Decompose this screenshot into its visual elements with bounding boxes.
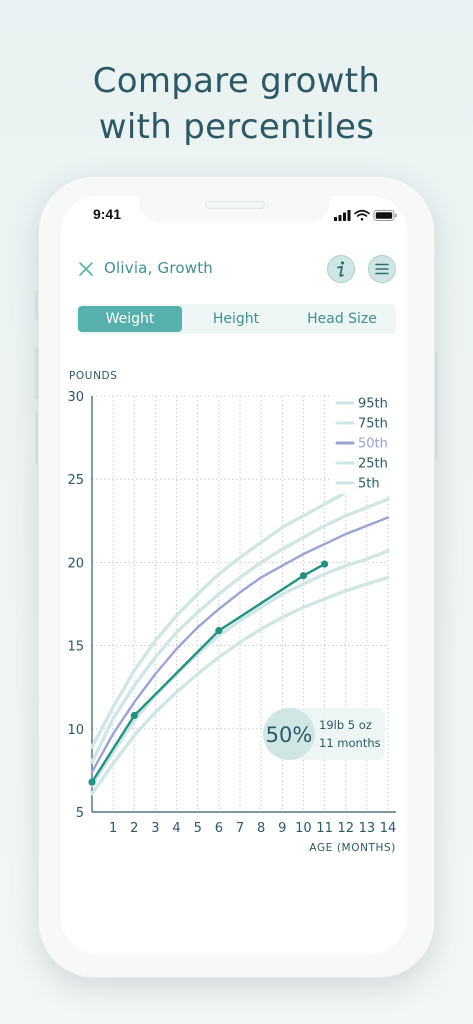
y-axis-label: POUNDS xyxy=(69,370,118,382)
legend-entry: 5th xyxy=(358,477,380,492)
growth-chart: 5 10 15 20 25 30 1 2 3 4 5 6 7 8 9 10 11 12 13 14 POUNDS AGE … xyxy=(61,360,407,864)
series-line-75th xyxy=(90,497,390,764)
legend-entry: 95th xyxy=(358,397,388,412)
x-tick-label: 6 xyxy=(215,821,223,836)
y-tick-label: 15 xyxy=(67,640,84,655)
menu-button[interactable] xyxy=(368,255,396,283)
x-tick-label: 9 xyxy=(278,821,286,836)
phone-speaker xyxy=(205,201,265,209)
x-tick-label: 7 xyxy=(236,821,244,836)
x-tick-label: 3 xyxy=(151,821,159,836)
annotation-weight: 19lb 5 oz xyxy=(319,718,372,732)
info-icon xyxy=(337,261,345,277)
headline: Compare growth with percentiles xyxy=(0,58,473,150)
x-tick-label: 4 xyxy=(172,821,180,836)
annotation-percentile: 50% xyxy=(266,723,313,747)
y-tick-label: 5 xyxy=(76,806,84,821)
y-tick-label: 30 xyxy=(67,390,84,405)
info-button[interactable] xyxy=(327,255,355,283)
phone-silent-switch xyxy=(35,290,39,320)
wifi-icon xyxy=(354,209,370,221)
x-axis-label: AGE (MONTHS) xyxy=(309,842,396,854)
tab-height[interactable]: Height xyxy=(212,311,260,327)
data-point xyxy=(320,560,329,568)
legend-entry: 75th xyxy=(358,417,388,432)
signal-icon xyxy=(334,210,351,221)
annotation-age: 11 months xyxy=(319,736,381,750)
data-point xyxy=(215,627,223,635)
menu-icon xyxy=(375,263,389,275)
y-tick-label: 10 xyxy=(67,723,84,738)
battery-icon xyxy=(373,210,397,221)
series-line-95th xyxy=(90,470,390,749)
y-tick-label: 20 xyxy=(67,556,84,571)
x-tick-label: 8 xyxy=(257,821,265,836)
x-tick-label: 11 xyxy=(316,821,333,836)
status-icons xyxy=(334,208,398,227)
series-line-25th xyxy=(90,549,390,788)
measurement-tabs: Weight Height Head Size xyxy=(76,304,396,334)
data-point xyxy=(299,572,308,580)
phone-notch xyxy=(139,196,330,222)
phone-volume-up xyxy=(35,347,39,399)
x-tick-label: 12 xyxy=(337,821,354,836)
tab-weight[interactable]: Weight xyxy=(78,306,182,332)
annotation-badge xyxy=(263,708,315,760)
phone-power-button xyxy=(434,352,438,460)
phone-volume-down xyxy=(35,412,39,464)
x-tick-label: 1 xyxy=(109,821,117,836)
series-line-5th xyxy=(90,575,390,796)
data-point xyxy=(88,778,96,786)
y-tick-label: 25 xyxy=(67,473,84,488)
legend-background xyxy=(330,390,393,494)
tab-head-size[interactable]: Head Size xyxy=(307,311,377,327)
headline-line-1: Compare growth xyxy=(92,61,381,101)
data-point xyxy=(130,711,138,720)
x-tick-label: 14 xyxy=(380,821,397,836)
series-line-50th xyxy=(90,516,390,774)
x-tick-label: 5 xyxy=(194,821,202,836)
close-button[interactable] xyxy=(78,261,94,277)
x-tick-label: 10 xyxy=(295,821,312,836)
legend-entry: 50th xyxy=(358,437,388,452)
close-icon xyxy=(79,262,93,276)
legend-entry: 25th xyxy=(358,457,388,472)
status-time: 9:41 xyxy=(92,206,122,222)
headline-line-2: with percentiles xyxy=(98,107,375,147)
x-tick-label: 13 xyxy=(359,821,376,836)
page-title: Olivia, Growth xyxy=(104,259,214,277)
x-tick-label: 2 xyxy=(130,821,138,836)
